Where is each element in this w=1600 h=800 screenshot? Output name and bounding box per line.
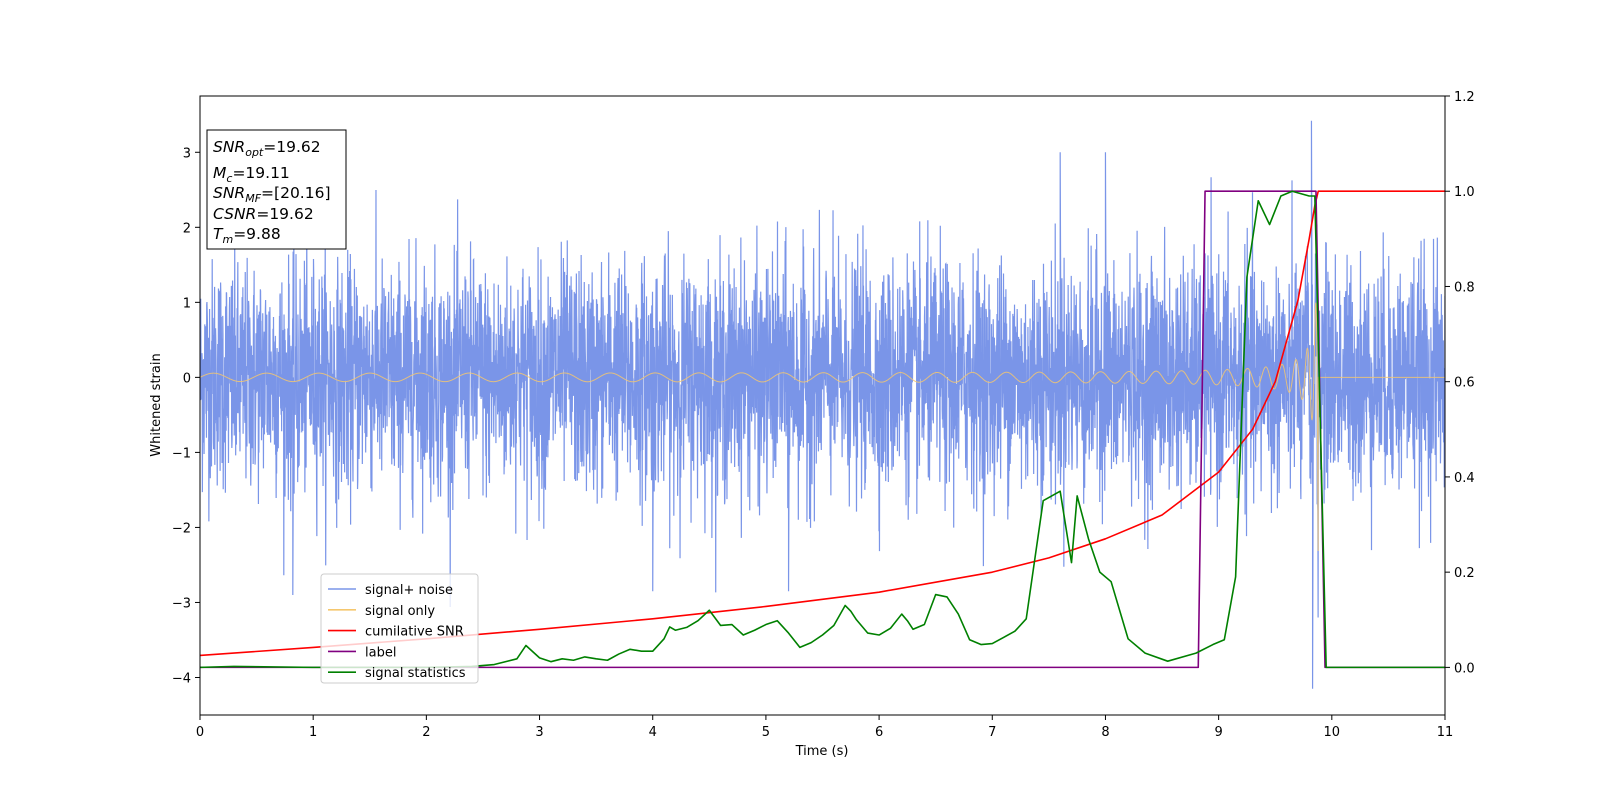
legend-label: signal only xyxy=(365,604,435,619)
y2-tick-label: 0.2 xyxy=(1454,566,1475,581)
legend-item: signal statistics xyxy=(328,666,466,681)
plot-frame xyxy=(199,95,1446,716)
annotation-tm: Tm=9.88 xyxy=(213,225,281,246)
legend-label: label xyxy=(365,645,396,660)
y-tick-label: −2 xyxy=(172,521,191,536)
series-cumulative-snr xyxy=(200,190,1445,657)
series-layer xyxy=(200,120,1445,689)
series-signal-statistics xyxy=(200,190,1445,669)
y2-tick-label: 1.2 xyxy=(1454,90,1475,105)
legend-item: signal+ noise xyxy=(328,583,453,598)
legend-item: label xyxy=(328,645,396,660)
y-tick-label: 2 xyxy=(183,221,191,236)
annotation-mc: Mc=19.11 xyxy=(213,164,290,185)
x-tick-label: 4 xyxy=(649,725,657,740)
x-tick-label: 2 xyxy=(422,725,430,740)
legend-item: signal only xyxy=(328,604,435,619)
legend-frame xyxy=(320,573,479,684)
x-tick-label: 1 xyxy=(309,725,317,740)
x-tick-label: 6 xyxy=(875,725,883,740)
annotation-box: SNRopt=19.62 Mc=19.11 SNRMF=[20.16] CSNR… xyxy=(206,129,347,250)
y-axis-label: Whitened strain xyxy=(149,353,164,456)
annotation-csnr: CSNR=19.62 xyxy=(213,205,314,223)
legend-label: signal+ noise xyxy=(365,583,453,598)
y2-tick-label: 1.0 xyxy=(1454,185,1475,200)
y-tick-label: 3 xyxy=(183,146,191,161)
x-tick-label: 9 xyxy=(1214,725,1222,740)
x-tick-label: 8 xyxy=(1101,725,1109,740)
x-axis: 0 1 2 3 4 5 6 7 8 9 10 11 xyxy=(196,715,1453,740)
x-tick-label: 5 xyxy=(762,725,770,740)
legend-item: cumilative SNR xyxy=(328,625,464,640)
y-axis-right: 1.2 1.0 0.8 0.6 0.4 0.2 0.0 xyxy=(1445,90,1475,676)
y-tick-label: 1 xyxy=(183,296,191,311)
legend-label: signal statistics xyxy=(365,666,466,681)
annotation-snr-opt: SNRopt=19.62 xyxy=(213,138,321,159)
y-tick-label: −1 xyxy=(172,446,191,461)
legend-label: cumilative SNR xyxy=(365,625,464,640)
x-axis-label: Time (s) xyxy=(795,744,849,759)
legend: signal+ noise signal only cumilative SNR la… xyxy=(320,573,479,684)
y2-tick-label: 0.0 xyxy=(1454,661,1475,676)
annotation-snr-mf: SNRMF=[20.16] xyxy=(213,184,331,205)
y2-tick-label: 0.8 xyxy=(1454,280,1475,295)
x-tick-label: 3 xyxy=(535,725,543,740)
series-signal-noise xyxy=(200,120,1445,689)
y-tick-label: 0 xyxy=(183,371,191,386)
y-axis-left: 3 2 1 0 −1 −2 −3 −4 xyxy=(172,146,200,686)
x-tick-label: 11 xyxy=(1437,725,1454,740)
series-group xyxy=(200,120,1445,689)
x-tick-label: 10 xyxy=(1324,725,1341,740)
x-tick-label: 7 xyxy=(988,725,996,740)
y-tick-label: −4 xyxy=(172,671,191,686)
series-signal-only xyxy=(200,302,1445,552)
x-tick-label: 0 xyxy=(196,725,204,740)
y-tick-label: −3 xyxy=(172,596,191,611)
y2-tick-label: 0.6 xyxy=(1454,376,1475,391)
y2-tick-label: 0.4 xyxy=(1454,471,1475,486)
annotation-frame xyxy=(206,129,347,250)
